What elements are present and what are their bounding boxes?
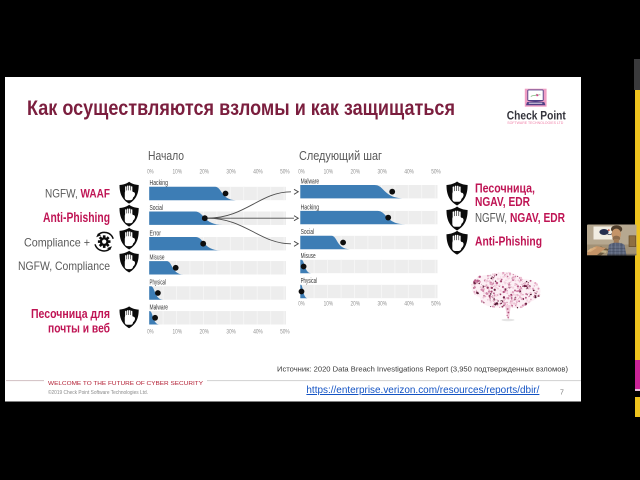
svg-text:Social: Social (150, 205, 164, 212)
svg-text:0%: 0% (147, 169, 154, 176)
svg-text:Social: Social (301, 229, 315, 236)
svg-text:Misuse: Misuse (150, 255, 165, 262)
svg-text:30%: 30% (226, 329, 236, 336)
svg-text:0%: 0% (298, 301, 305, 308)
svg-text:40%: 40% (404, 169, 414, 176)
svg-text:7: 7 (560, 390, 564, 397)
svg-text:Error: Error (150, 230, 162, 237)
svg-text:NGFW, WAAF: NGFW, WAAF (45, 189, 110, 201)
svg-text:20%: 20% (199, 169, 209, 176)
svg-text:30%: 30% (377, 169, 387, 176)
svg-text:40%: 40% (253, 169, 263, 176)
svg-text:50%: 50% (280, 329, 290, 336)
svg-text:Malware: Malware (150, 305, 169, 312)
svg-text:Как осуществляются взломы и ка: Как осуществляются взломы и как защищать… (27, 96, 455, 120)
svg-text:Misuse: Misuse (301, 253, 316, 260)
svg-text:20%: 20% (199, 329, 209, 336)
svg-text:40%: 40% (253, 329, 263, 336)
svg-text:©2019 Check Point Software Tec: ©2019 Check Point Software Technologies … (48, 389, 148, 396)
svg-text:20%: 20% (351, 301, 361, 308)
svg-text:Начало: Начало (148, 148, 184, 163)
svg-text:50%: 50% (431, 301, 441, 308)
svg-text:Песочница,: Песочница, (475, 180, 535, 195)
svg-text:NGFW,: NGFW, (475, 210, 507, 225)
svg-text:10%: 10% (173, 169, 183, 176)
svg-text:Anti-Phishing: Anti-Phishing (475, 234, 542, 249)
svg-text:Check Point: Check Point (507, 111, 566, 123)
svg-text:WELCOME TO THE FUTURE OF CYBER: WELCOME TO THE FUTURE OF CYBER SECURITY (48, 381, 203, 387)
svg-text:Physical: Physical (301, 278, 318, 285)
svg-text:Источник: 2020 Data Breach Inv: Источник: 2020 Data Breach Investigation… (277, 365, 568, 374)
svg-text:Anti-Phishing: Anti-Phishing (43, 210, 110, 225)
svg-text:SOFTWARE TECHNOLOGIES LTD: SOFTWARE TECHNOLOGIES LTD (507, 121, 563, 125)
svg-text:40%: 40% (404, 301, 414, 308)
svg-text:NGFW, Compliance: NGFW, Compliance (18, 259, 110, 273)
svg-text:30%: 30% (226, 169, 236, 176)
svg-text:Следующий шаг: Следующий шаг (299, 148, 382, 163)
svg-text:Hacking: Hacking (150, 180, 169, 187)
svg-text:10%: 10% (324, 169, 334, 176)
svg-text:Hacking: Hacking (301, 204, 320, 211)
svg-text:Песочница для: Песочница для (31, 307, 110, 321)
svg-text:20%: 20% (351, 169, 361, 176)
svg-text:Physical: Physical (150, 280, 167, 287)
svg-text:https://enterprise.verizon.com: https://enterprise.verizon.com/resources… (306, 385, 539, 396)
svg-text:NGAV, EDR: NGAV, EDR (475, 194, 530, 209)
svg-text:Compliance +: Compliance + (24, 235, 90, 249)
svg-text:50%: 50% (431, 169, 441, 176)
svg-text:0%: 0% (298, 169, 305, 176)
svg-text:Malware: Malware (301, 178, 320, 185)
svg-text:50%: 50% (280, 169, 290, 176)
svg-text:0%: 0% (147, 329, 154, 336)
svg-text:почты и веб: почты и веб (48, 321, 110, 335)
svg-text:30%: 30% (377, 301, 387, 308)
svg-text:NGAV, EDR: NGAV, EDR (510, 210, 565, 225)
svg-text:10%: 10% (324, 301, 334, 308)
svg-text:10%: 10% (173, 329, 183, 336)
